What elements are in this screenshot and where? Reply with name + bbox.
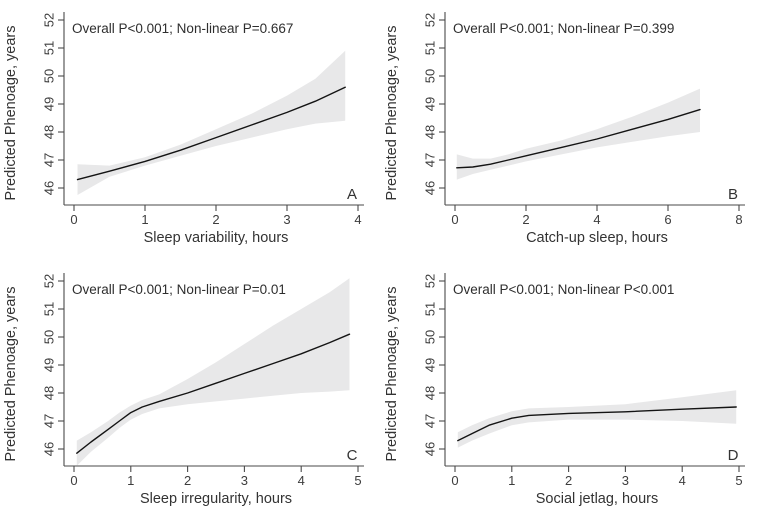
x-tick-label: 4 [593, 212, 600, 227]
confidence-band [77, 50, 346, 195]
x-tick-label: 5 [354, 473, 361, 488]
y-tick-label: 47 [41, 414, 56, 428]
y-tick-label: 47 [422, 153, 437, 167]
y-tick-label: 52 [41, 274, 56, 288]
y-tick-label: 46 [422, 442, 437, 456]
panel-letter: D [728, 447, 739, 464]
y-tick-label: 50 [422, 69, 437, 83]
x-tick-label: 4 [679, 473, 686, 488]
y-tick-label: 47 [41, 153, 56, 167]
x-tick-label: 8 [735, 212, 742, 227]
y-tick-label: 51 [41, 302, 56, 316]
p-value-annotation: Overall P<0.001; Non-linear P<0.001 [453, 282, 674, 297]
y-tick-label: 51 [422, 302, 437, 316]
x-axis-title: Catch-up sleep, hours [526, 230, 668, 246]
y-tick-label: 49 [422, 358, 437, 372]
panel-a-chart: 46 47 48 49 50 51 52 0 1 2 3 4 Predicted Phenoage, y… [3, 12, 364, 246]
y-axis-title: Predicted Phenoage, years [384, 287, 400, 462]
confidence-band [457, 390, 737, 448]
y-tick-label: 51 [422, 41, 437, 55]
y-tick-label: 48 [41, 386, 56, 400]
x-tick-label: 4 [298, 473, 305, 488]
x-tick-label: 3 [241, 473, 248, 488]
panel-b: 46 47 48 49 50 51 52 0 2 4 6 8 Predicted Phenoage, y… [381, 0, 762, 261]
y-axis-title: Predicted Phenoage, years [3, 26, 19, 201]
panel-letter: A [347, 186, 357, 203]
y-tick-label: 50 [41, 69, 56, 83]
y-axis-title: Predicted Phenoage, years [3, 287, 19, 462]
x-tick-label: 1 [127, 473, 134, 488]
y-tick-label: 48 [422, 125, 437, 139]
x-axis-title: Social jetlag, hours [536, 491, 659, 507]
fitted-line [76, 333, 351, 454]
y-tick-label: 51 [41, 41, 56, 55]
x-axis-title: Sleep irregularity, hours [140, 491, 292, 507]
y-tick-label: 50 [41, 330, 56, 344]
panel-a: 46 47 48 49 50 51 52 0 1 2 3 4 Predicted Phenoage, y… [0, 0, 381, 261]
confidence-band [456, 88, 700, 180]
panel-c: 46 47 48 49 50 51 52 0 1 2 3 4 5 Predicted Phenoage, … [0, 261, 381, 522]
panel-c-chart: 46 47 48 49 50 51 52 0 1 2 3 4 5 Predicted Phenoage, … [3, 273, 364, 507]
x-tick-label: 1 [508, 473, 515, 488]
p-value-annotation: Overall P<0.001; Non-linear P=0.667 [72, 21, 293, 36]
fitted-line [76, 86, 346, 181]
x-tick-label: 1 [141, 212, 148, 227]
x-axis-title: Sleep variability, hours [144, 230, 289, 246]
x-tick-label: 0 [451, 473, 458, 488]
panel-d: 46 47 48 49 50 51 52 0 1 2 3 4 5 Predicted Phenoage, … [381, 261, 762, 522]
x-tick-label: 6 [664, 212, 671, 227]
y-tick-label: 52 [422, 274, 437, 288]
y-tick-label: 52 [41, 13, 56, 27]
panel-d-chart: 46 47 48 49 50 51 52 0 1 2 3 4 5 Predicted Phenoage, … [384, 273, 745, 507]
x-tick-label: 3 [622, 473, 629, 488]
panel-letter: B [728, 186, 738, 203]
x-tick-label: 4 [354, 212, 361, 227]
y-tick-label: 49 [41, 97, 56, 111]
p-value-annotation: Overall P<0.001; Non-linear P=0.399 [453, 21, 674, 36]
y-tick-label: 46 [41, 442, 56, 456]
fitted-line [457, 406, 737, 442]
x-tick-label: 0 [70, 212, 77, 227]
fitted-line [456, 108, 701, 169]
confidence-band [76, 278, 350, 466]
y-tick-label: 47 [422, 414, 437, 428]
x-tick-label: 2 [184, 473, 191, 488]
y-tick-label: 49 [41, 358, 56, 372]
x-tick-label: 2 [565, 473, 572, 488]
panel-letter: C [347, 447, 358, 464]
x-tick-label: 5 [735, 473, 742, 488]
p-value-annotation: Overall P<0.001; Non-linear P=0.01 [72, 282, 286, 297]
x-tick-label: 2 [212, 212, 219, 227]
y-tick-label: 48 [41, 125, 56, 139]
y-tick-label: 46 [422, 181, 437, 195]
y-tick-label: 49 [422, 97, 437, 111]
y-tick-label: 52 [422, 13, 437, 27]
y-axis-title: Predicted Phenoage, years [384, 26, 400, 201]
x-tick-label: 0 [70, 473, 77, 488]
x-tick-label: 0 [451, 212, 458, 227]
y-tick-label: 50 [422, 330, 437, 344]
x-tick-label: 3 [283, 212, 290, 227]
y-tick-label: 46 [41, 181, 56, 195]
x-tick-label: 2 [522, 212, 529, 227]
y-tick-label: 48 [422, 386, 437, 400]
